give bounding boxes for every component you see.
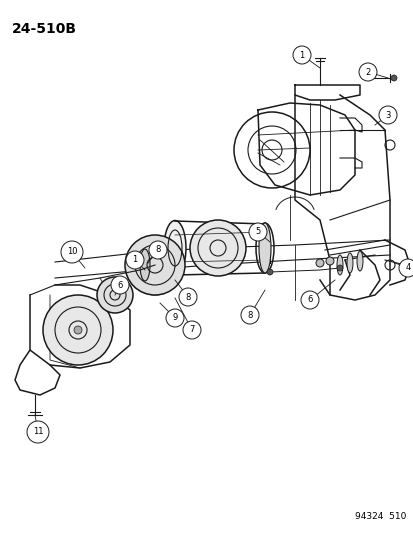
- Circle shape: [125, 235, 185, 295]
- Circle shape: [325, 257, 333, 265]
- Ellipse shape: [259, 223, 271, 273]
- Circle shape: [61, 241, 83, 263]
- Text: 5: 5: [255, 228, 260, 237]
- Text: 1: 1: [299, 51, 304, 60]
- Circle shape: [300, 291, 318, 309]
- Text: 24-510B: 24-510B: [12, 22, 77, 36]
- Text: 8: 8: [247, 311, 252, 319]
- Circle shape: [378, 106, 396, 124]
- Ellipse shape: [346, 253, 352, 273]
- Text: 9: 9: [172, 313, 177, 322]
- Text: 8: 8: [185, 293, 190, 302]
- Circle shape: [248, 223, 266, 241]
- Circle shape: [183, 321, 201, 339]
- Text: 7: 7: [189, 326, 194, 335]
- Circle shape: [292, 46, 310, 64]
- Text: 10: 10: [66, 247, 77, 256]
- Circle shape: [111, 276, 129, 294]
- Circle shape: [315, 259, 323, 267]
- Circle shape: [336, 265, 342, 271]
- Circle shape: [166, 309, 183, 327]
- Ellipse shape: [336, 255, 342, 275]
- Circle shape: [398, 259, 413, 277]
- Text: 2: 2: [365, 68, 370, 77]
- Text: 6: 6: [117, 280, 122, 289]
- Text: 11: 11: [33, 427, 43, 437]
- Circle shape: [266, 269, 272, 275]
- Circle shape: [43, 295, 113, 365]
- Text: 94324  510: 94324 510: [354, 512, 405, 521]
- Circle shape: [126, 251, 144, 269]
- Text: 8: 8: [155, 246, 160, 254]
- Ellipse shape: [356, 251, 362, 271]
- Circle shape: [240, 306, 259, 324]
- Text: 3: 3: [385, 110, 390, 119]
- Circle shape: [149, 241, 166, 259]
- Circle shape: [74, 326, 82, 334]
- Circle shape: [97, 277, 133, 313]
- Circle shape: [27, 421, 49, 443]
- Circle shape: [190, 220, 245, 276]
- Text: 4: 4: [404, 263, 410, 272]
- Ellipse shape: [164, 221, 185, 276]
- Circle shape: [390, 75, 396, 81]
- Text: 1: 1: [132, 255, 137, 264]
- Text: 6: 6: [306, 295, 312, 304]
- Circle shape: [358, 63, 376, 81]
- Circle shape: [178, 288, 197, 306]
- Ellipse shape: [140, 249, 150, 281]
